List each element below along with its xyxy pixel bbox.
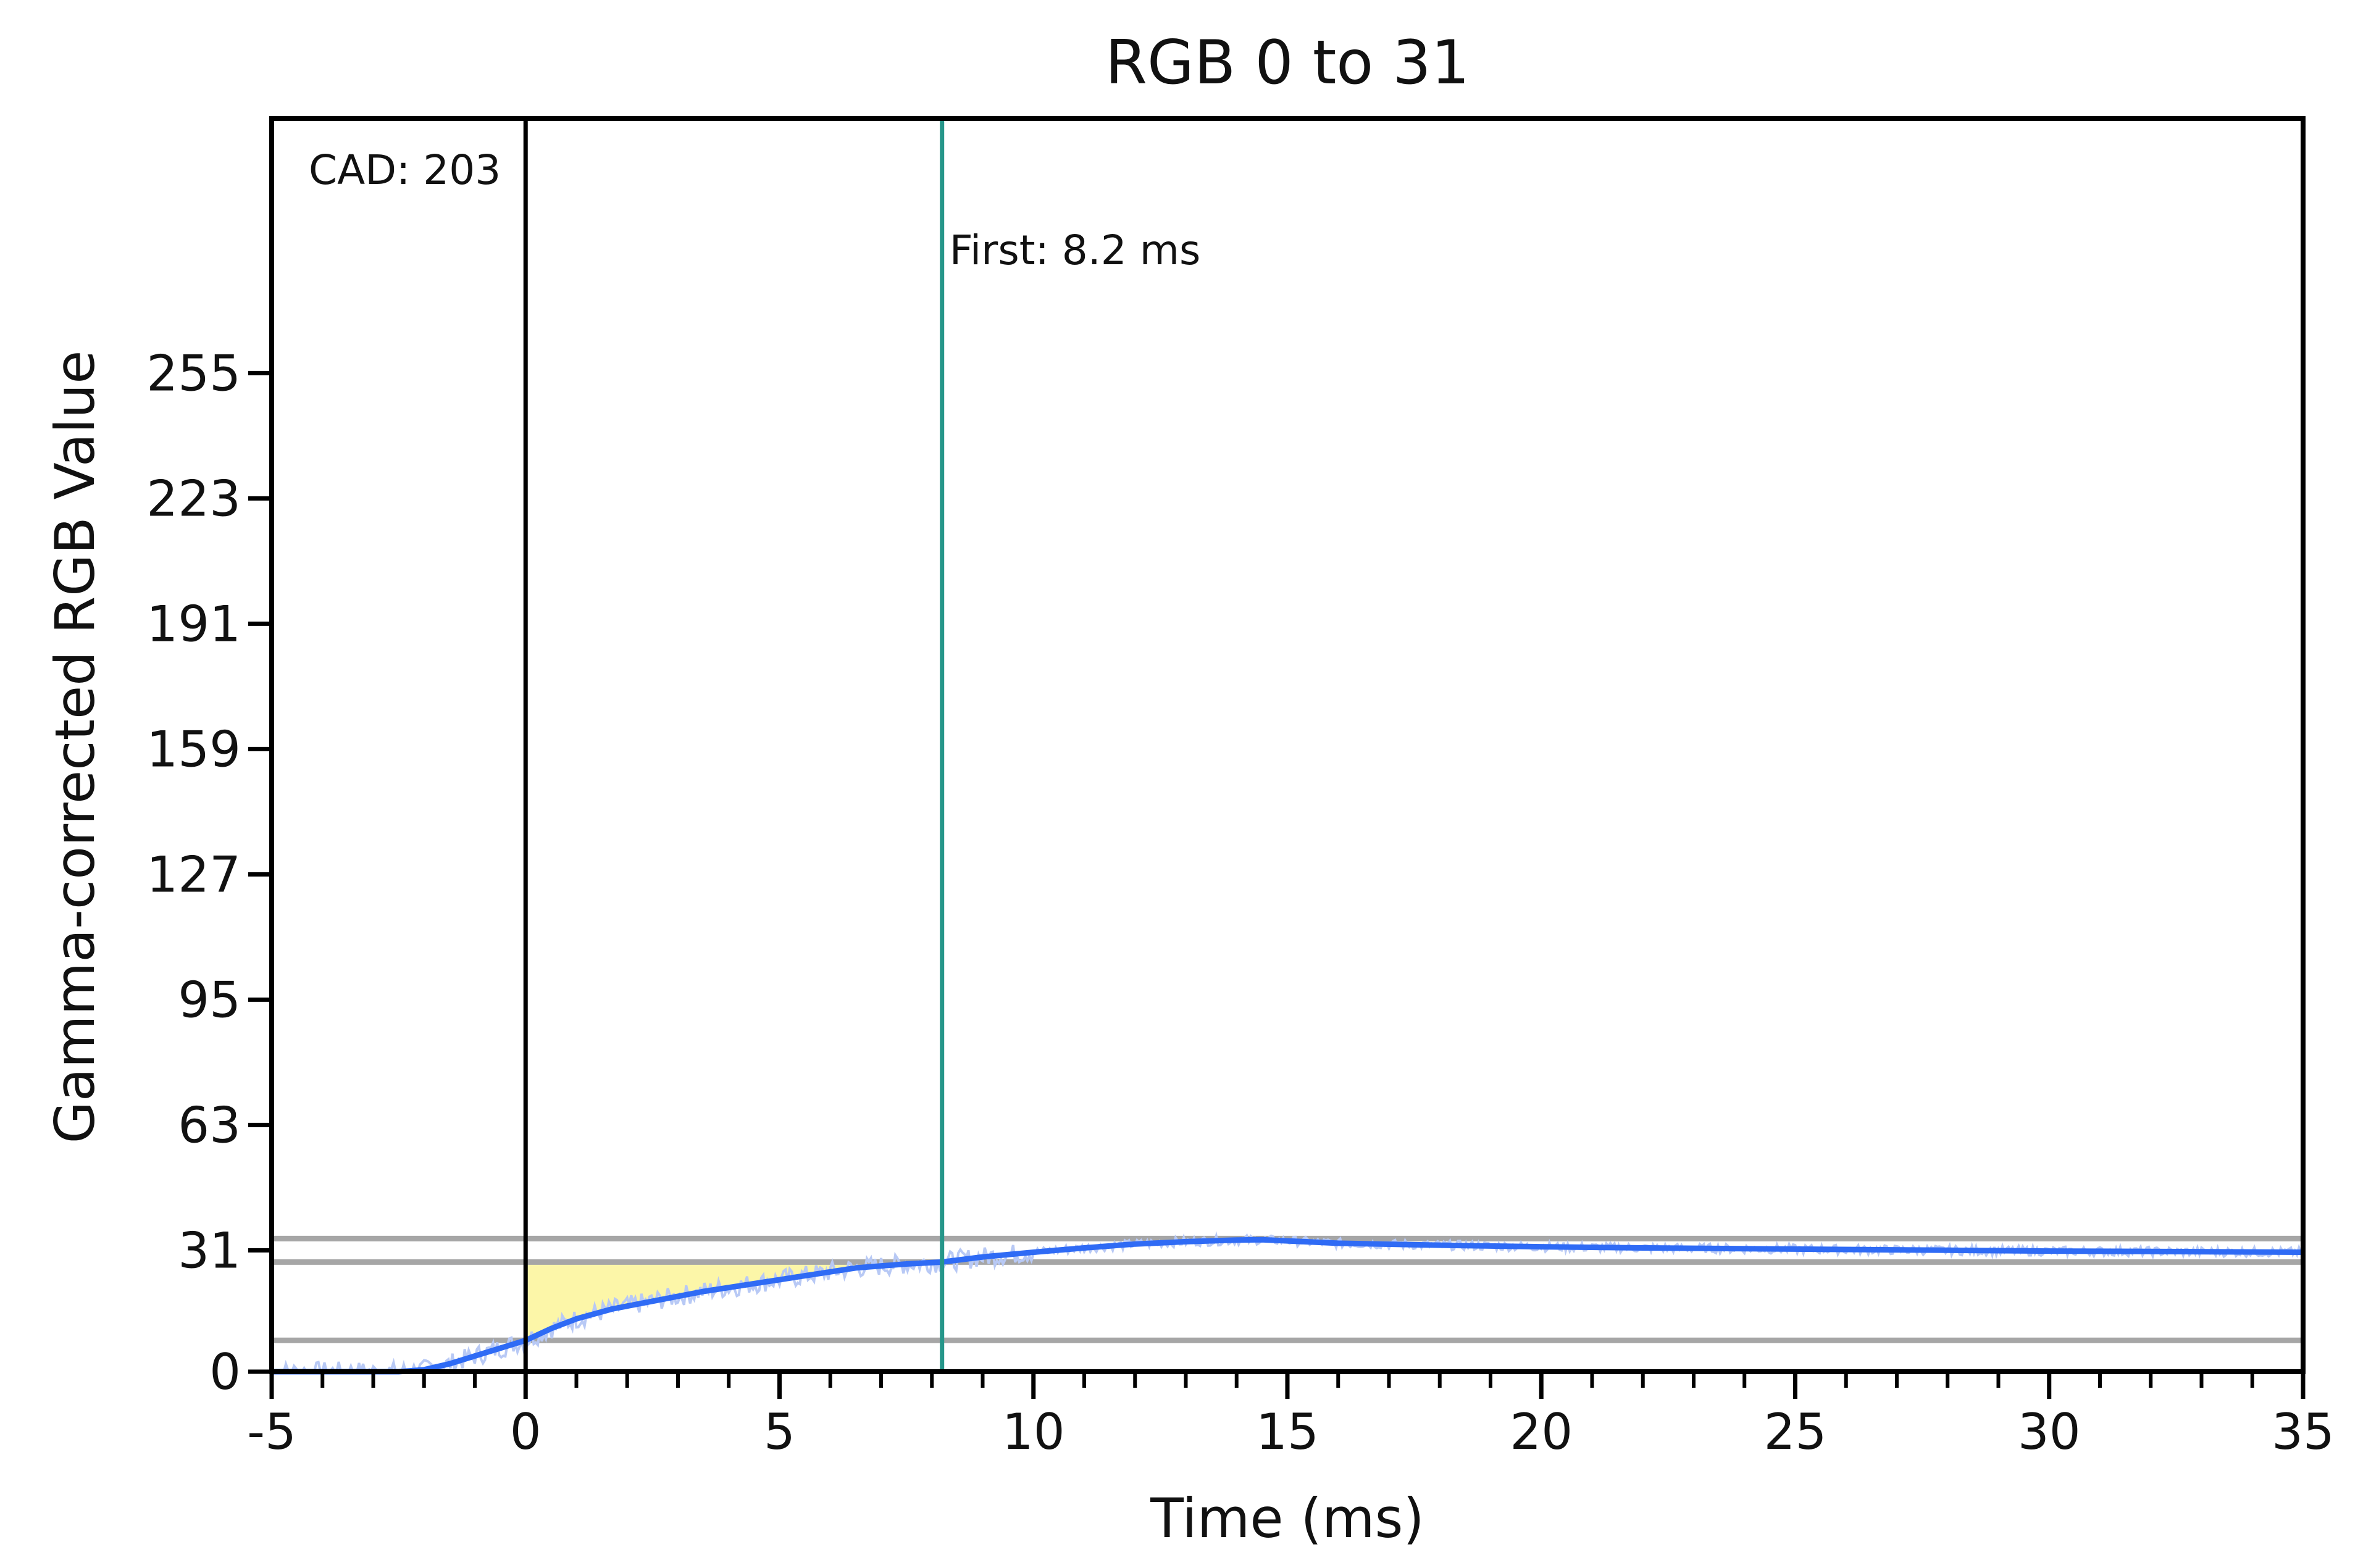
y-tick-label-6: 191 xyxy=(146,595,241,653)
x-axis-label: Time (ms) xyxy=(1150,1487,1424,1550)
y-axis-label: Gamma-corrected RGB Value xyxy=(43,351,107,1144)
marker-label-first: First: 8.2 ms xyxy=(950,227,1201,274)
x-tick-label-2: 5 xyxy=(764,1403,795,1461)
x-tick-label-5: 20 xyxy=(1510,1403,1573,1461)
x-tick-label-8: 35 xyxy=(2272,1403,2335,1461)
y-tick-label-8: 255 xyxy=(146,344,241,402)
x-tick-label-6: 25 xyxy=(1764,1403,1827,1461)
y-tick-label-1: 31 xyxy=(178,1222,241,1279)
y-tick-label-5: 159 xyxy=(146,720,241,778)
shaded-region xyxy=(525,1262,942,1341)
x-tick-label-7: 30 xyxy=(2018,1403,2081,1461)
y-tick-label-2: 63 xyxy=(178,1096,241,1154)
x-tick-label-1: 0 xyxy=(510,1403,542,1461)
marker-label-start: CAD: 203 xyxy=(309,146,501,194)
chart-title: RGB 0 to 31 xyxy=(1105,28,1470,98)
plot-background xyxy=(272,119,2303,1372)
series-line xyxy=(272,1236,2304,1375)
x-tick-label-0: -5 xyxy=(247,1403,296,1461)
x-tick-label-4: 15 xyxy=(1256,1403,1319,1461)
y-tick-label-3: 95 xyxy=(178,971,241,1028)
y-tick-label-0: 0 xyxy=(209,1343,241,1401)
y-tick-label-4: 127 xyxy=(146,846,241,903)
y-tick-label-7: 223 xyxy=(146,470,241,527)
x-tick-label-3: 10 xyxy=(1002,1403,1065,1461)
